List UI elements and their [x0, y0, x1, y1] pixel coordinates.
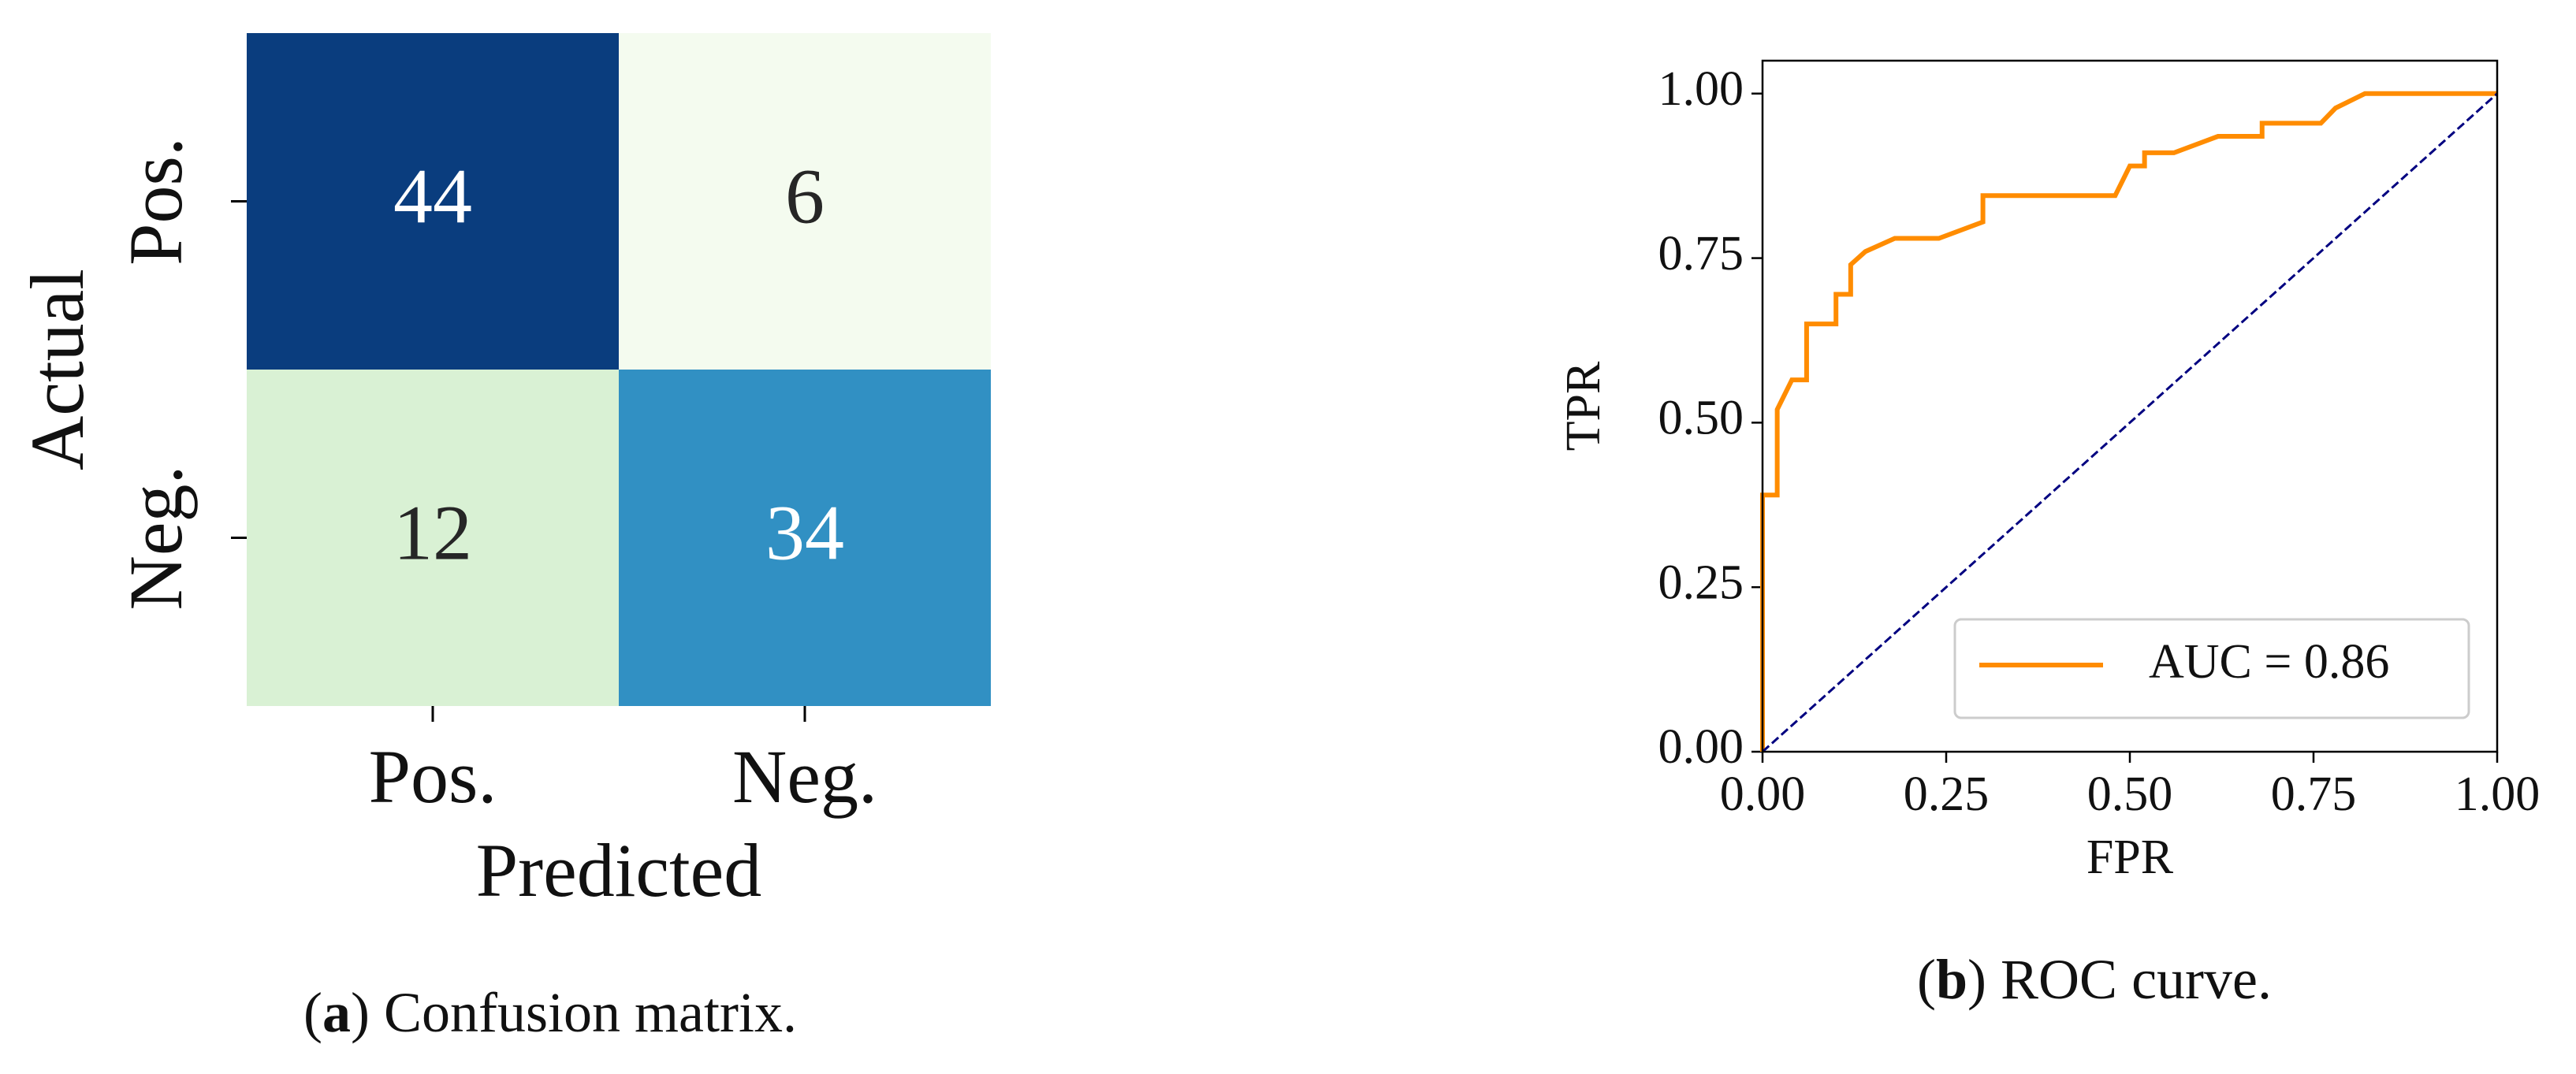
y-tick-label: 0.50: [1658, 392, 1744, 445]
caption-part: a: [322, 981, 351, 1044]
legend-label: AUC = 0.86: [2149, 635, 2389, 689]
caption: (b) ROC curve.: [1917, 948, 2272, 1011]
cell-label: 44: [393, 152, 472, 240]
caption-part: ) Confusion matrix.: [351, 981, 797, 1044]
y-tick-label: 0.25: [1658, 556, 1744, 609]
y-tick-label: 0.75: [1658, 227, 1744, 281]
caption-part: b: [1936, 948, 1967, 1011]
y-tick-label: Pos.: [114, 137, 198, 266]
x-tick-label: 1.00: [2455, 767, 2541, 821]
y-axis-label: TPR: [1557, 361, 1610, 451]
x-tick-label: 0.50: [2087, 767, 2173, 821]
cell: [619, 370, 991, 706]
cell-label: 34: [765, 489, 844, 576]
caption-part: (: [303, 981, 322, 1044]
cell: [247, 33, 619, 370]
series-line: [1760, 91, 2497, 752]
y-tick-label: 1.00: [1658, 62, 1744, 116]
cell: [619, 33, 991, 370]
legend-box: [1953, 618, 2470, 719]
y-tick-label: Neg.: [114, 466, 198, 611]
series-line: [1761, 92, 2499, 753]
cell-label: 12: [393, 489, 472, 576]
caption-part: ) ROC curve.: [1967, 948, 2272, 1011]
caption: (a) Confusion matrix.: [303, 981, 797, 1044]
x-axis-label: FPR: [2086, 831, 2174, 884]
y-tick-label: 0.00: [1658, 720, 1744, 774]
x-tick-label: 0.00: [1720, 767, 1806, 821]
caption-part: (: [1917, 948, 1936, 1011]
plot-frame: [1761, 59, 2499, 753]
x-tick-label: Pos.: [369, 734, 497, 819]
x-tick-label: 0.75: [2271, 767, 2357, 821]
x-tick-label: Neg.: [732, 734, 877, 819]
x-tick-label: 0.25: [1904, 767, 1990, 821]
cell-label: 6: [785, 152, 825, 240]
x-axis-label: Predicted: [476, 828, 762, 912]
cell: [247, 370, 619, 706]
y-axis-label: Actual: [15, 269, 99, 470]
